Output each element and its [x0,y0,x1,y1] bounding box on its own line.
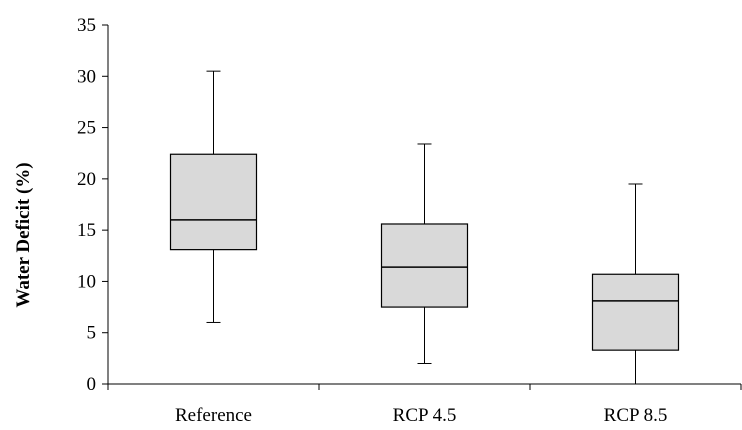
y-tick-label: 20 [77,169,96,190]
box-iqr [169,153,258,251]
box-group-rcp-8-5 [591,183,680,385]
box-iqr [591,273,680,351]
box-group-rcp-4-5 [380,143,469,364]
x-category-label: RCP 4.5 [393,405,457,426]
box-iqr [380,223,469,308]
box-series [169,70,680,385]
x-category-label: RCP 8.5 [604,405,668,426]
y-tick-label: 15 [77,220,96,241]
y-tick-label: 35 [77,15,96,36]
y-tick-label: 30 [77,66,96,87]
y-axis-title: Water Deficit (%) [13,162,34,307]
y-tick-label: 0 [87,374,97,395]
category-labels: Reference RCP 4.5 RCP 8.5 [175,405,667,426]
y-tick-label: 5 [87,323,97,344]
x-category-label: Reference [175,405,252,426]
y-axis: 0 5 10 15 20 25 30 35 [77,15,109,395]
x-axis [107,383,742,390]
box-group-reference [169,70,258,323]
y-tick-label: 10 [77,271,96,292]
y-tick-label: 25 [77,118,96,139]
